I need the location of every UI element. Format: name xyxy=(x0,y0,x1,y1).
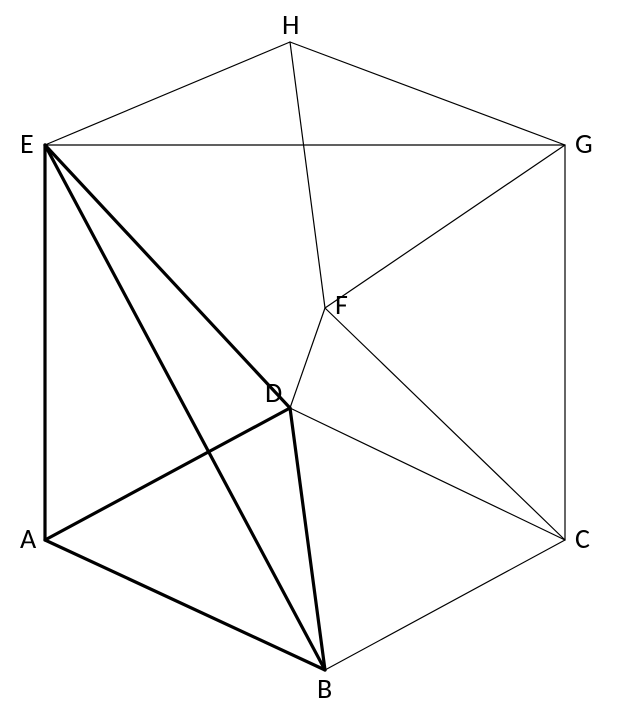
edges-thick xyxy=(45,145,325,670)
label-F: F xyxy=(335,287,348,322)
label-B: B xyxy=(317,671,332,706)
edge-FD xyxy=(290,308,325,408)
edge-FC xyxy=(325,308,565,540)
label-E: E xyxy=(20,126,34,161)
label-G: G xyxy=(575,126,593,161)
label-C: C xyxy=(575,521,590,556)
edge-EH xyxy=(45,42,290,145)
cube-diagram: A B C D E F G H xyxy=(0,0,635,706)
edge-EB xyxy=(45,145,325,670)
edge-ED xyxy=(45,145,290,408)
label-D: D xyxy=(265,375,282,410)
label-H: H xyxy=(282,7,299,42)
edge-DB xyxy=(290,408,325,670)
edge-HF xyxy=(290,42,325,308)
edge-CB xyxy=(325,540,565,670)
edge-AD xyxy=(45,408,290,540)
label-A: A xyxy=(20,521,37,556)
edge-HG xyxy=(290,42,565,145)
edge-GF xyxy=(325,145,565,308)
vertex-labels: A B C D E F G H xyxy=(20,7,593,706)
edge-DC xyxy=(290,408,565,540)
edge-AB xyxy=(45,540,325,670)
